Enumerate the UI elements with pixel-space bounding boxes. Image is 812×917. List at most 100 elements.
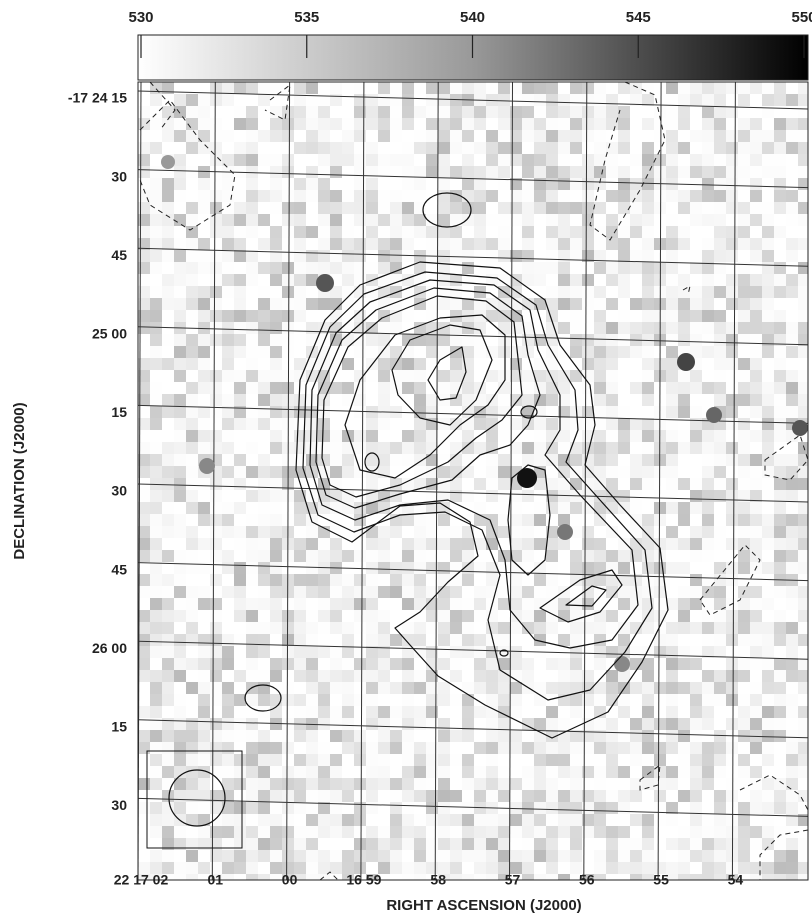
pixel — [150, 322, 162, 334]
pixel — [366, 418, 378, 430]
pixel — [654, 514, 666, 526]
pixel — [654, 658, 666, 670]
pixel — [246, 790, 258, 802]
pixel — [162, 478, 174, 490]
pixel — [594, 598, 606, 610]
pixel — [738, 826, 750, 838]
pixel — [294, 802, 306, 814]
pixel — [270, 862, 282, 874]
pixel — [258, 562, 270, 574]
pixel — [570, 694, 582, 706]
pixel — [378, 142, 390, 154]
pixel — [750, 766, 762, 778]
pixel — [486, 718, 498, 730]
pixel — [294, 166, 306, 178]
pixel — [678, 262, 690, 274]
pixel — [438, 178, 450, 190]
pixel — [486, 766, 498, 778]
pixel — [174, 190, 186, 202]
pixel — [594, 274, 606, 286]
pixel — [474, 742, 486, 754]
pixel — [618, 430, 630, 442]
pixel — [366, 262, 378, 274]
pixel — [582, 382, 594, 394]
pixel — [510, 838, 522, 850]
pixel — [174, 502, 186, 514]
pixel — [414, 106, 426, 118]
pixel — [234, 418, 246, 430]
pixel — [702, 682, 714, 694]
pixel — [426, 754, 438, 766]
pixel — [678, 238, 690, 250]
pixel — [666, 826, 678, 838]
pixel — [714, 586, 726, 598]
pixel — [702, 790, 714, 802]
pixel — [642, 250, 654, 262]
pixel — [150, 454, 162, 466]
pixel — [426, 406, 438, 418]
pixel — [750, 346, 762, 358]
pixel — [294, 358, 306, 370]
pixel — [282, 214, 294, 226]
pixel — [570, 742, 582, 754]
pixel — [402, 106, 414, 118]
pixel — [786, 622, 798, 634]
pixel — [750, 682, 762, 694]
pixel — [474, 202, 486, 214]
pixel — [174, 526, 186, 538]
pixel — [786, 694, 798, 706]
pixel — [174, 754, 186, 766]
pixel — [174, 718, 186, 730]
pixel — [270, 622, 282, 634]
pixel — [210, 622, 222, 634]
pixel — [714, 166, 726, 178]
pixel — [234, 82, 246, 94]
pixel — [354, 670, 366, 682]
pixel — [306, 166, 318, 178]
pixel — [774, 82, 786, 94]
pixel — [762, 370, 774, 382]
pixel — [690, 334, 702, 346]
pixel — [486, 694, 498, 706]
pixel — [354, 214, 366, 226]
pixel — [270, 526, 282, 538]
pixel — [582, 118, 594, 130]
pixel — [150, 514, 162, 526]
pixel — [354, 574, 366, 586]
pixel — [534, 742, 546, 754]
pixel — [258, 658, 270, 670]
pixel — [726, 130, 738, 142]
pixel — [642, 622, 654, 634]
pixel — [558, 166, 570, 178]
pixel — [618, 310, 630, 322]
pixel — [690, 718, 702, 730]
pixel — [534, 538, 546, 550]
pixel — [222, 742, 234, 754]
pixel — [606, 610, 618, 622]
pixel — [690, 286, 702, 298]
pixel — [354, 790, 366, 802]
pixel — [354, 610, 366, 622]
pixel — [630, 142, 642, 154]
pixel — [294, 766, 306, 778]
pixel — [426, 334, 438, 346]
pixel — [174, 262, 186, 274]
pixel — [738, 82, 750, 94]
pixel — [222, 826, 234, 838]
pixel — [546, 814, 558, 826]
pixel — [738, 550, 750, 562]
pixel — [654, 562, 666, 574]
pixel — [186, 466, 198, 478]
pixel — [690, 142, 702, 154]
pixel — [630, 502, 642, 514]
pixel — [522, 526, 534, 538]
pixel — [198, 118, 210, 130]
pixel — [330, 682, 342, 694]
pixel — [378, 106, 390, 118]
pixel — [786, 202, 798, 214]
pixel — [774, 466, 786, 478]
pixel — [198, 682, 210, 694]
pixel — [618, 598, 630, 610]
pixel — [294, 742, 306, 754]
pixel — [186, 850, 198, 862]
